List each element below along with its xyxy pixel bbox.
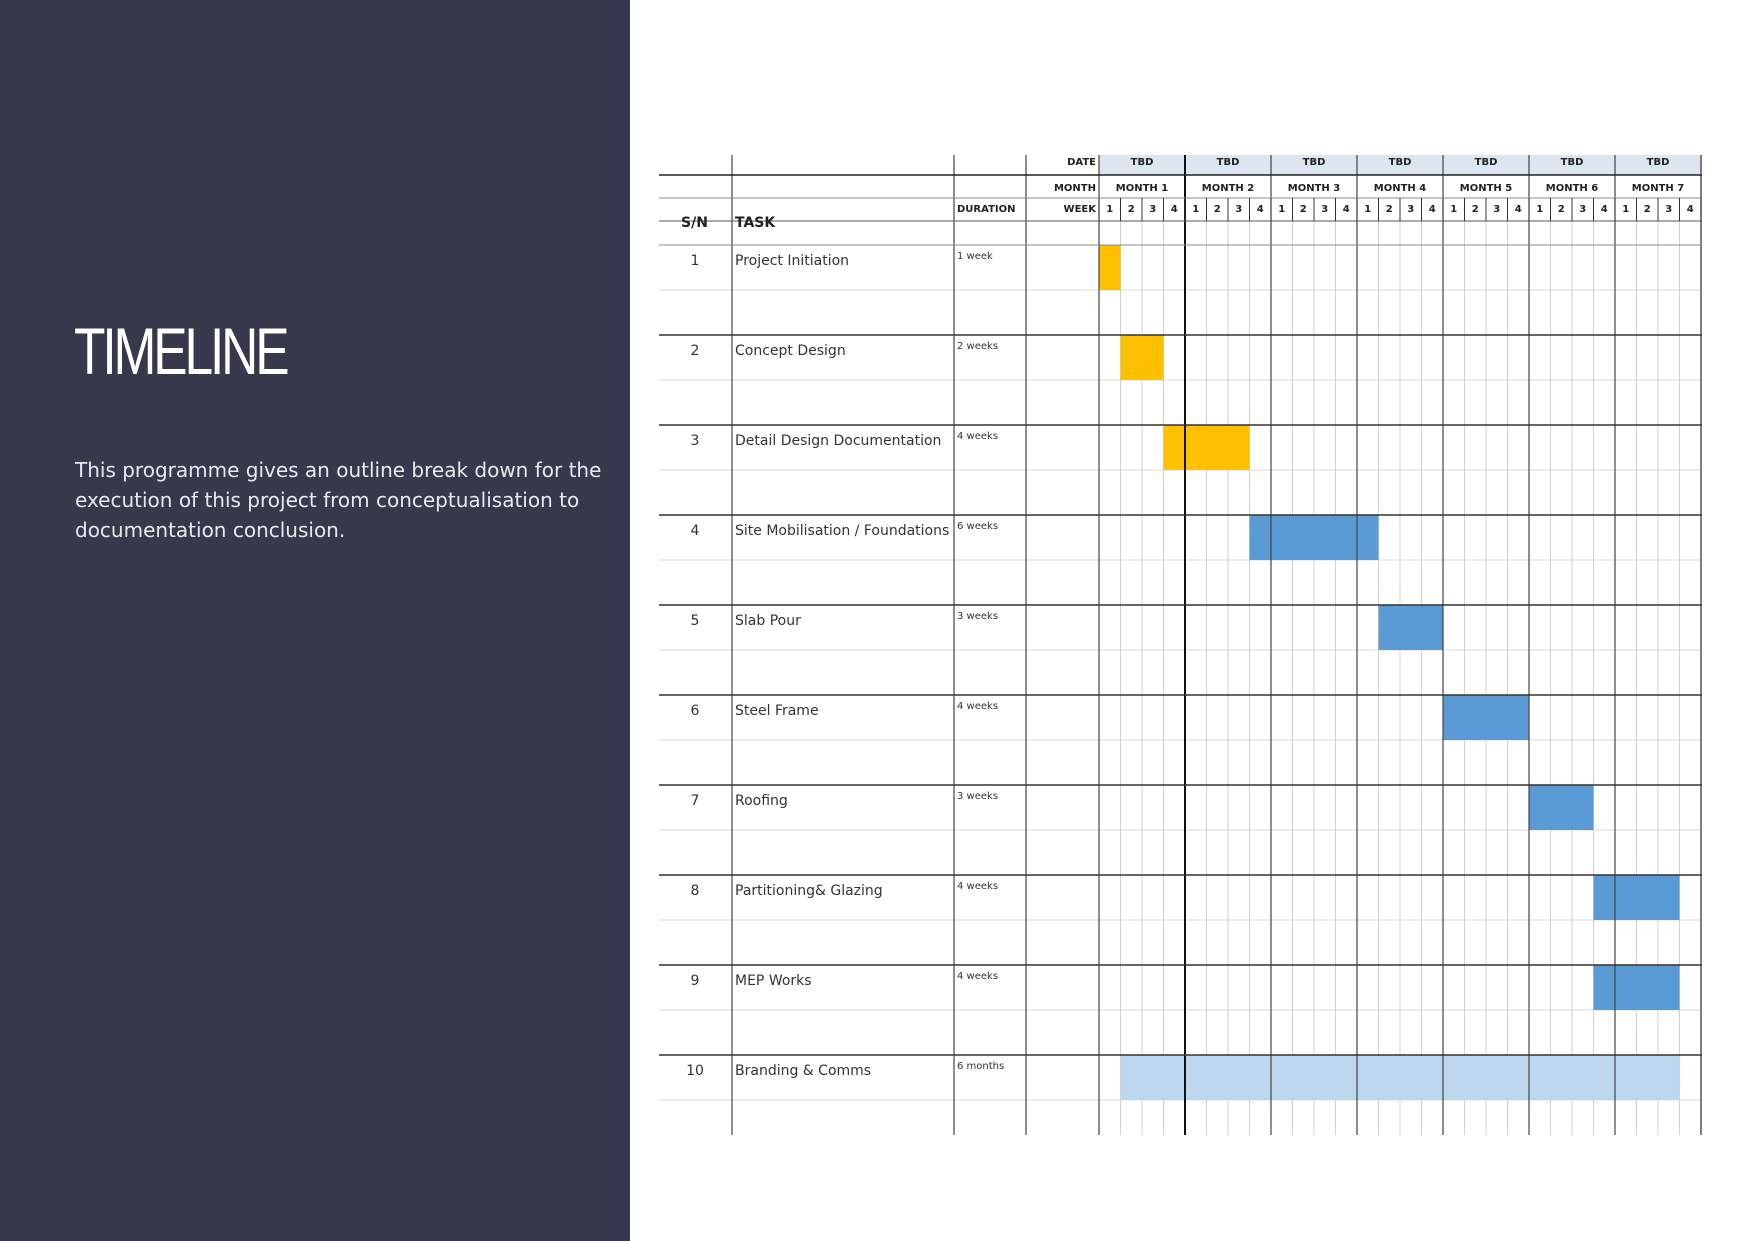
month-header: MONTH 4 <box>1374 183 1426 194</box>
week-number: 2 <box>1472 204 1479 215</box>
week-number: 3 <box>1665 204 1672 215</box>
date-row-fill <box>1099 155 1701 175</box>
task-sn: 7 <box>691 793 700 809</box>
task-name: MEP Works <box>735 973 812 989</box>
date-value: TBD <box>1131 157 1154 168</box>
week-number: 2 <box>1128 204 1135 215</box>
task-duration: 4 weeks <box>957 701 998 712</box>
task-sn: 4 <box>691 523 700 539</box>
task-name: Detail Design Documentation <box>735 433 941 449</box>
week-number: 2 <box>1214 204 1221 215</box>
task-name: Slab Pour <box>735 613 801 629</box>
task-sn: 2 <box>691 343 700 359</box>
week-number: 2 <box>1644 204 1651 215</box>
week-number: 4 <box>1687 204 1694 215</box>
task-duration: 4 weeks <box>957 881 998 892</box>
task-bar-1 <box>1099 245 1121 290</box>
date-value: TBD <box>1217 157 1240 168</box>
month-label: MONTH <box>1054 183 1096 194</box>
task-bar-8 <box>1593 875 1680 920</box>
task-name: Project Initiation <box>735 253 849 269</box>
task-sn: 1 <box>691 253 700 269</box>
week-number: 4 <box>1515 204 1522 215</box>
task-name: Concept Design <box>735 343 846 359</box>
page-description: This programme gives an outline break do… <box>75 458 602 542</box>
date-value: TBD <box>1303 157 1326 168</box>
date-value: TBD <box>1647 157 1670 168</box>
task-sn: 10 <box>686 1063 704 1079</box>
task-header: TASK <box>735 215 776 231</box>
date-value: TBD <box>1475 157 1498 168</box>
month-header: MONTH 3 <box>1288 183 1340 194</box>
week-number: 3 <box>1407 204 1414 215</box>
task-bar-5 <box>1378 605 1443 650</box>
week-number: 2 <box>1300 204 1307 215</box>
week-number: 1 <box>1106 204 1113 215</box>
task-name: Branding & Comms <box>735 1063 871 1079</box>
task-sn: 8 <box>691 883 700 899</box>
task-duration: 6 months <box>957 1061 1004 1072</box>
task-duration: 4 weeks <box>957 431 998 442</box>
task-sn: 9 <box>691 973 700 989</box>
sidebar-panel: TIMELINE This programme gives an outline… <box>0 0 630 1241</box>
week-number: 3 <box>1149 204 1156 215</box>
task-bar-6 <box>1443 695 1529 740</box>
week-number: 3 <box>1579 204 1586 215</box>
week-number: 4 <box>1257 204 1264 215</box>
month-header: MONTH 2 <box>1202 183 1254 194</box>
task-name: Roofing <box>735 793 788 809</box>
task-bar-3 <box>1163 425 1250 470</box>
task-name: Site Mobilisation / Foundations <box>735 523 949 539</box>
week-label: WEEK <box>1064 204 1098 215</box>
week-number: 1 <box>1450 204 1457 215</box>
date-value: TBD <box>1561 157 1584 168</box>
date-label: DATE <box>1067 157 1096 168</box>
task-name: Partitioning& Glazing <box>735 883 883 899</box>
task-sn: 6 <box>691 703 700 719</box>
task-duration: 6 weeks <box>957 521 998 532</box>
week-number: 3 <box>1493 204 1500 215</box>
week-number: 4 <box>1171 204 1178 215</box>
week-number: 3 <box>1235 204 1242 215</box>
task-name: Steel Frame <box>735 703 819 719</box>
task-bar-9 <box>1593 965 1680 1010</box>
task-sn: 3 <box>691 433 700 449</box>
task-bar-4 <box>1249 515 1379 560</box>
date-value: TBD <box>1389 157 1412 168</box>
month-header: MONTH 6 <box>1546 183 1598 194</box>
week-number: 2 <box>1558 204 1565 215</box>
task-duration: 3 weeks <box>957 611 998 622</box>
week-number: 1 <box>1622 204 1629 215</box>
week-number: 1 <box>1192 204 1199 215</box>
task-bar-7 <box>1529 785 1594 830</box>
task-duration: 1 week <box>957 251 993 262</box>
sn-header: S/N <box>681 215 708 231</box>
week-number: 3 <box>1321 204 1328 215</box>
task-duration: 3 weeks <box>957 791 998 802</box>
week-number: 4 <box>1429 204 1436 215</box>
month-header: MONTH 7 <box>1632 183 1684 194</box>
task-sn: 5 <box>691 613 700 629</box>
week-number: 1 <box>1536 204 1543 215</box>
week-number: 1 <box>1364 204 1371 215</box>
month-header: MONTH 5 <box>1460 183 1512 194</box>
task-duration: 2 weeks <box>957 341 998 352</box>
week-number: 2 <box>1386 204 1393 215</box>
page-title: TIMELINE <box>74 314 290 388</box>
week-number: 1 <box>1278 204 1285 215</box>
month-header: MONTH 1 <box>1116 183 1168 194</box>
task-duration: 4 weeks <box>957 971 998 982</box>
week-number: 4 <box>1601 204 1608 215</box>
task-bar-2 <box>1120 335 1164 380</box>
week-number: 4 <box>1343 204 1350 215</box>
duration-header: DURATION <box>957 204 1016 215</box>
task-bar-10 <box>1120 1055 1680 1100</box>
